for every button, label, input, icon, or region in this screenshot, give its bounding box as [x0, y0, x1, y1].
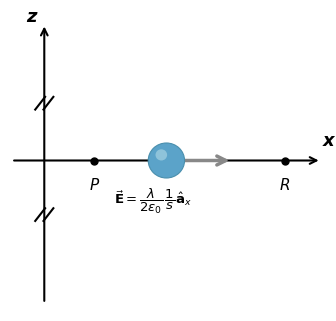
Text: z: z — [26, 8, 36, 26]
Circle shape — [156, 149, 167, 160]
Text: R: R — [280, 178, 291, 194]
Text: x: x — [322, 132, 334, 151]
Circle shape — [148, 143, 184, 178]
Text: $\vec{\mathbf{E}} = \dfrac{\lambda}{2\varepsilon_0}\,\dfrac{1}{s}\hat{\mathbf{a}: $\vec{\mathbf{E}} = \dfrac{\lambda}{2\va… — [114, 187, 191, 216]
Text: P: P — [89, 178, 98, 194]
